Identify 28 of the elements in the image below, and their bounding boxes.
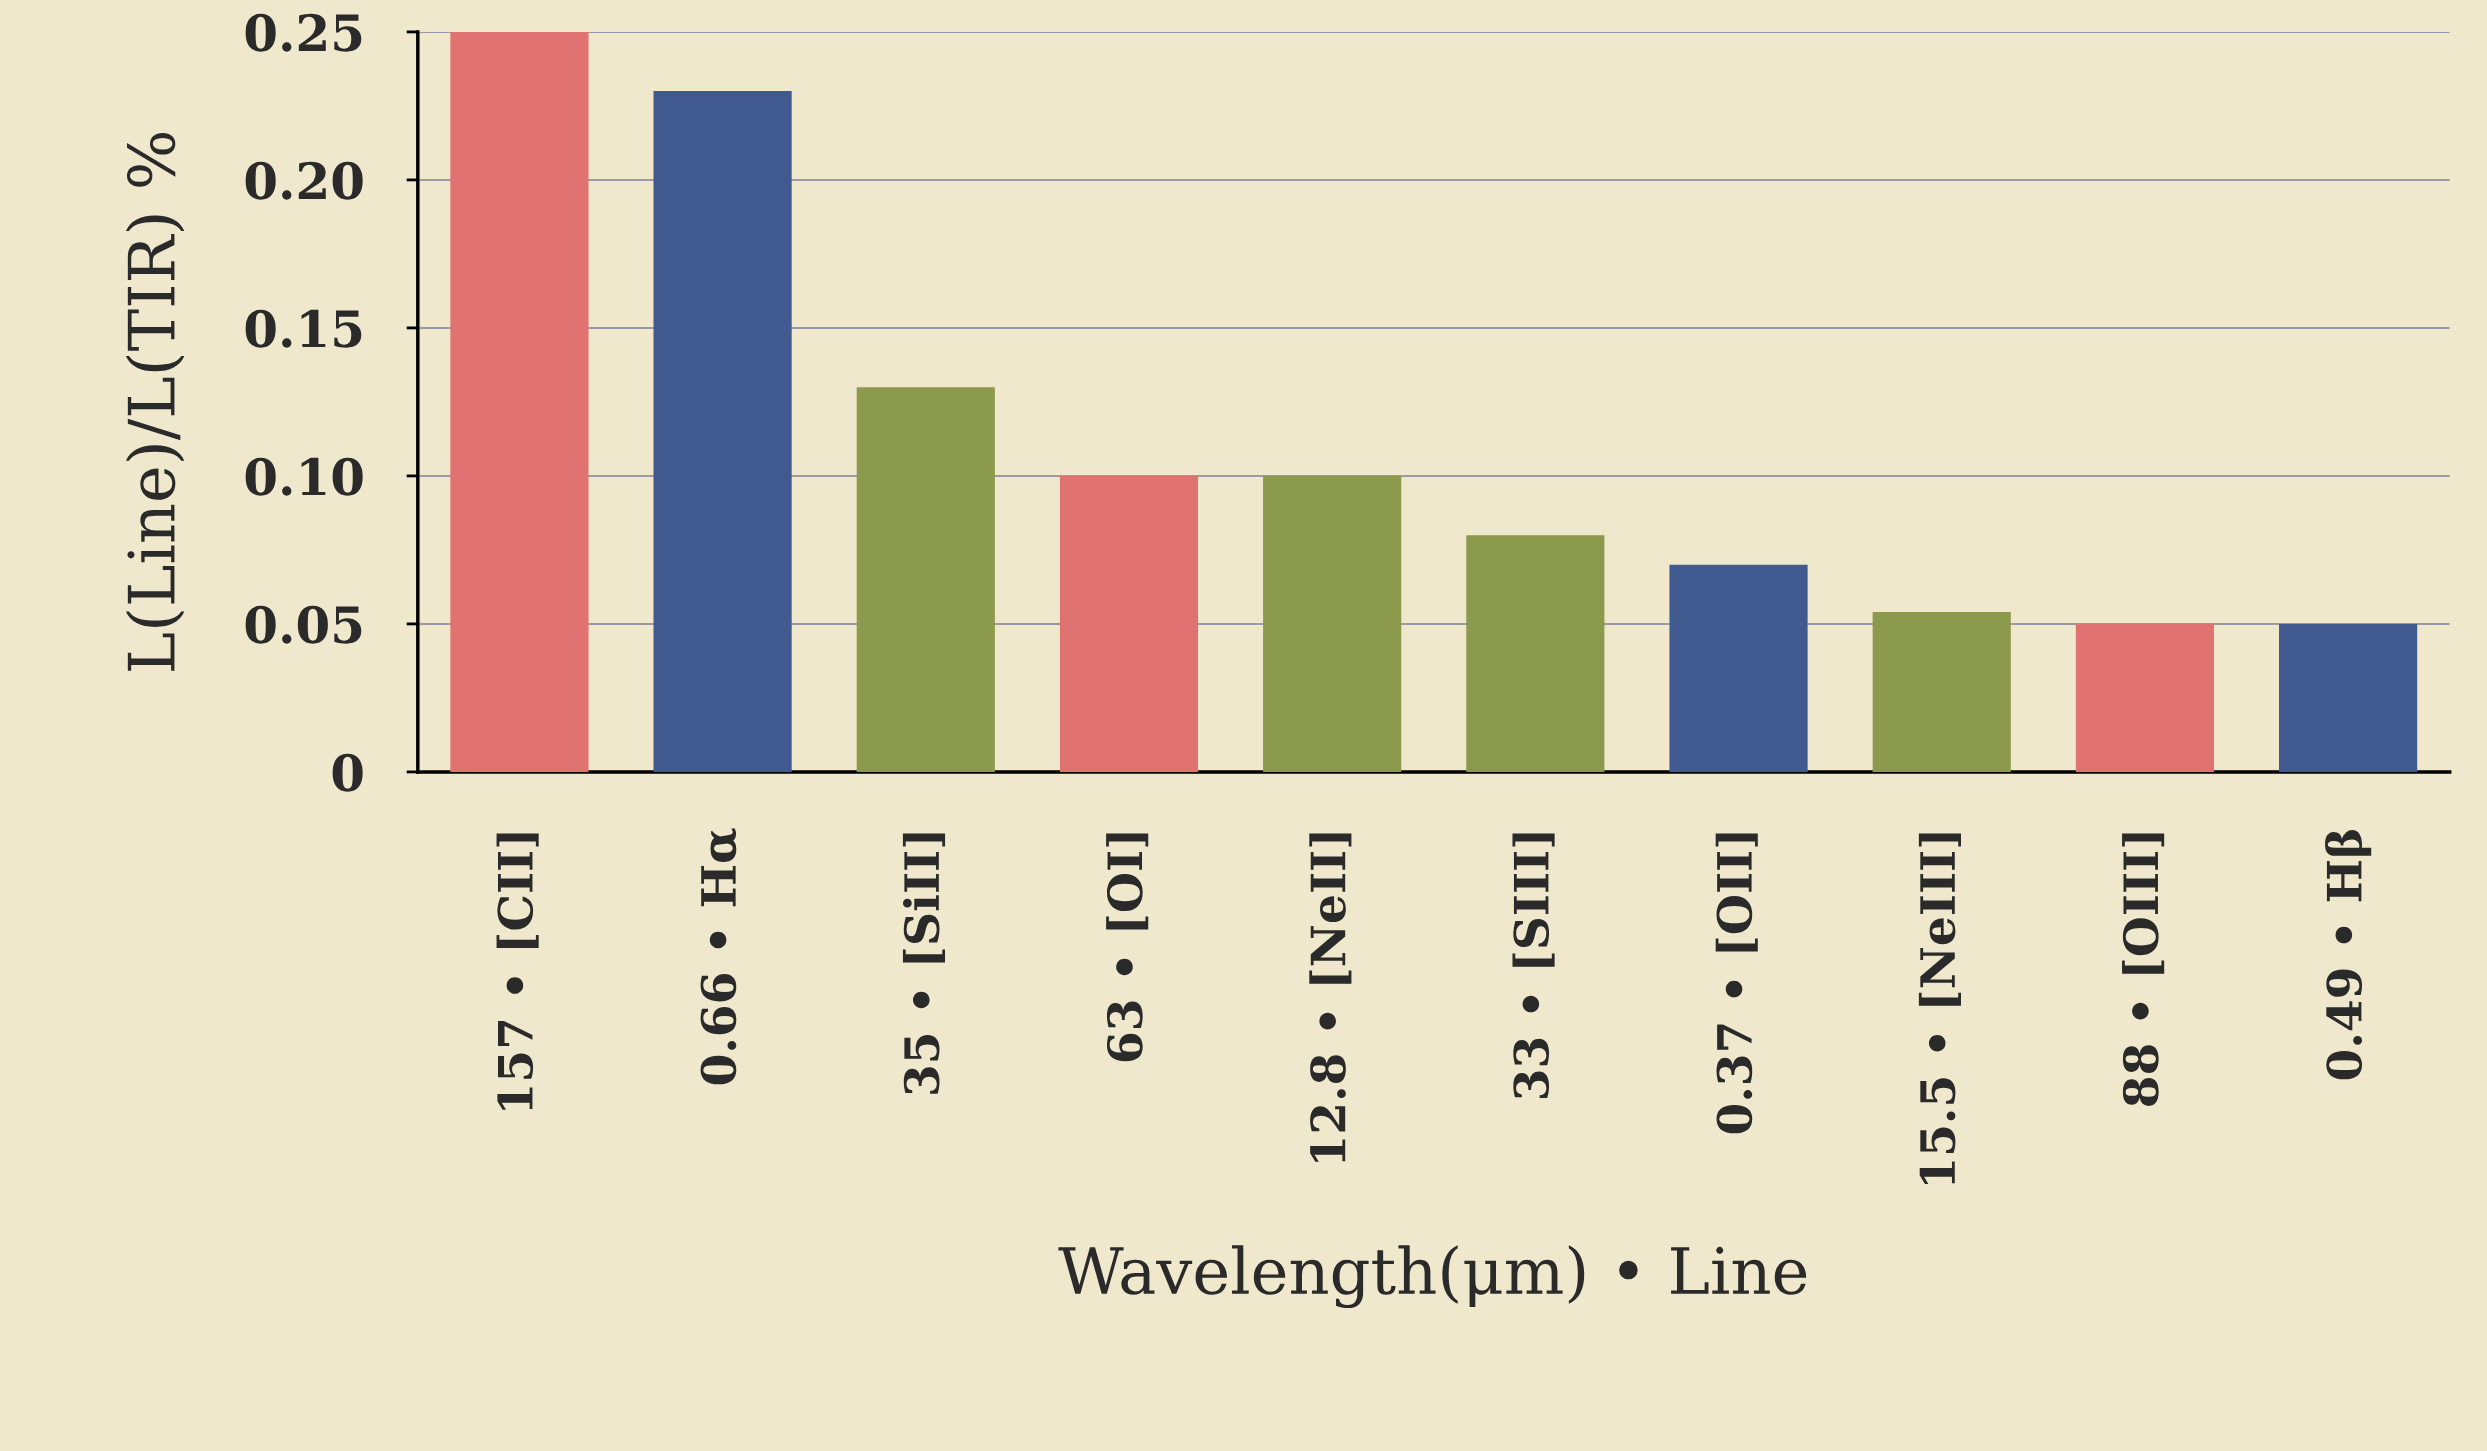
- bar: [2075, 623, 2214, 772]
- x-tick-label: 12.8 • [NeII]: [1309, 833, 1352, 1162]
- x-tick-label: 33 • [SIII]: [1512, 833, 1555, 1099]
- x-tick-label: 88 • [OIII]: [2122, 833, 2165, 1106]
- bar: [1059, 475, 1199, 772]
- y-tick-label: 0.20: [245, 161, 363, 200]
- bar: [653, 91, 792, 772]
- y-axis-title: L(Line)/L(TIR) %: [125, 133, 185, 671]
- bar: [1263, 475, 1402, 772]
- x-tick-label: 157 • [CII]: [496, 833, 539, 1110]
- x-axis-title: Wavelength(μm) • Line: [1058, 1245, 1807, 1309]
- y-tick-label: 0: [332, 753, 363, 792]
- x-tick-label: 0.66 • Hα: [700, 828, 737, 1085]
- y-tick-label: 0.10: [245, 457, 363, 496]
- x-tick-label: 0.37 • [OII]: [1715, 833, 1758, 1134]
- x-tick-label: 63 • [OI]: [1106, 833, 1149, 1062]
- bar: [856, 387, 995, 772]
- x-tick-label: 35 • [SiII]: [902, 833, 946, 1094]
- bar: [1872, 612, 2011, 772]
- x-tick-label: 0.49 • Hβ: [2325, 830, 2372, 1080]
- y-tick-label: 0.15: [245, 309, 362, 348]
- y-tick-label: 0.25: [245, 13, 362, 52]
- bar: [1669, 564, 1808, 772]
- y-tick-label: 0.05: [245, 605, 362, 644]
- x-tick-label: 15.5 • [NeIII]: [1918, 833, 1961, 1184]
- bar: [2279, 623, 2418, 772]
- bar: [1466, 535, 1605, 772]
- bar: [450, 31, 589, 772]
